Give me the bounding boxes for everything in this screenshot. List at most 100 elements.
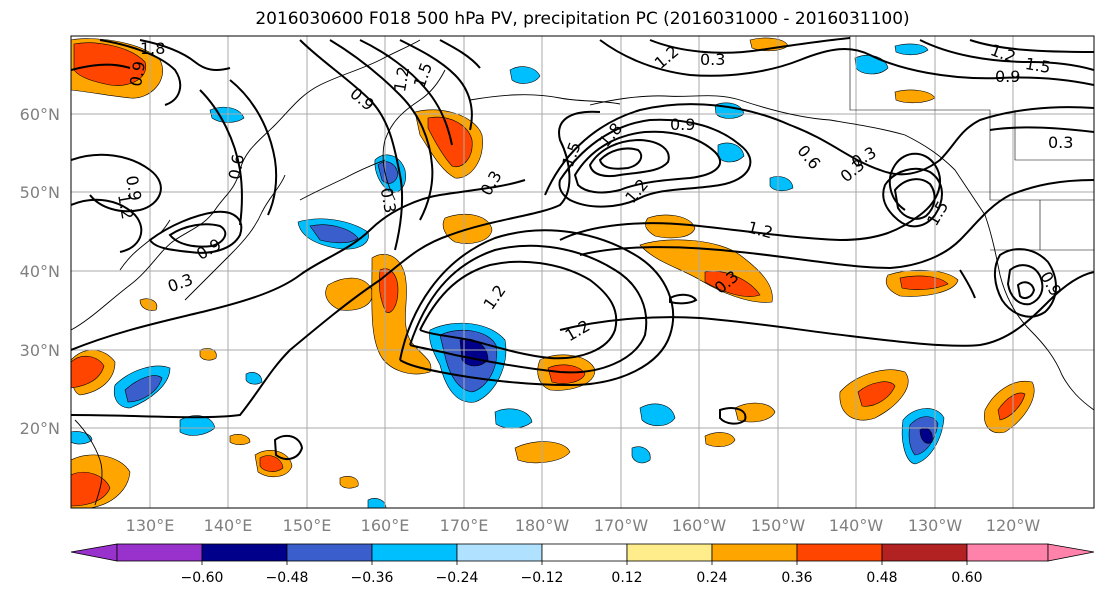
- precip-blob: [919, 428, 933, 444]
- precip-blob: [899, 275, 949, 290]
- pv-contour: [544, 103, 1094, 196]
- contour-label: 1.8: [140, 39, 165, 58]
- precip-blob: [367, 498, 387, 508]
- pv-contour: [573, 130, 722, 194]
- precip-blob: [124, 375, 163, 403]
- coastline-aleutians: [469, 94, 621, 105]
- precip-blob: [229, 434, 251, 445]
- contour-label: 0.3: [1048, 133, 1073, 152]
- colorbar-tick-label: −0.48: [266, 570, 309, 586]
- colorbar-ticks: [201, 561, 968, 565]
- precip-blob: [259, 455, 284, 472]
- contour-label: 1.2: [390, 65, 413, 93]
- pv-contour: [588, 138, 670, 178]
- colorbar-segment: [881, 543, 968, 562]
- precip-blob: [71, 355, 105, 389]
- pv-contours: [71, 37, 1094, 461]
- lon-label: 130°W: [908, 516, 963, 535]
- pv-contour: [399, 229, 675, 387]
- precip-blob: [717, 142, 745, 163]
- contour-label: 1.2: [114, 192, 137, 220]
- colorbar-segment: [456, 543, 543, 562]
- pv-contour: [994, 248, 1057, 318]
- pv-contour: [168, 223, 227, 248]
- pv-contour: [598, 147, 643, 170]
- lon-label: 180°W: [515, 516, 570, 535]
- pv-contour: [579, 179, 1094, 270]
- lon-label: 130°E: [126, 516, 175, 535]
- colorbar-segment: [201, 543, 288, 562]
- lat-label: 50°N: [20, 183, 60, 202]
- pv-contour: [649, 37, 851, 54]
- precip-blob: [494, 408, 533, 429]
- colorbar-tick-label: 0.12: [611, 570, 642, 586]
- colorbar-tick-label: 0.60: [951, 570, 982, 586]
- contour-label: 0.6: [225, 153, 248, 181]
- pv-contour: [71, 198, 143, 253]
- colorbar-segment: [70, 543, 118, 562]
- pv-contour: [959, 269, 976, 299]
- precip-blob: [325, 277, 373, 311]
- pv-contour: [329, 39, 434, 221]
- border-line: [849, 36, 1094, 201]
- pv-contour: [559, 271, 1094, 347]
- pv-contour: [439, 39, 481, 69]
- lon-label: 150°E: [283, 516, 332, 535]
- precip-blob: [71, 471, 111, 507]
- lon-label: 160°W: [672, 516, 727, 535]
- colorbar-segment: [116, 543, 203, 562]
- precip-blob: [339, 476, 359, 489]
- pv-contour: [71, 153, 162, 213]
- pv-contour: [719, 407, 747, 425]
- precip-blob: [199, 348, 217, 361]
- contour-label: 0.9: [670, 115, 695, 134]
- pv-contour: [893, 178, 936, 220]
- colorbar-segment: [711, 543, 798, 562]
- lon-label: 120°W: [986, 516, 1041, 535]
- precip-blob: [309, 224, 359, 244]
- colorbar-segment: [1047, 543, 1095, 562]
- precip-positive-shading: [71, 37, 1035, 508]
- lon-label: 150°W: [751, 516, 806, 535]
- precip-blob: [509, 66, 541, 84]
- lon-label: 170°W: [594, 516, 649, 535]
- colorbar-tick-label: 0.36: [781, 570, 812, 586]
- precip-blob: [631, 446, 651, 464]
- graticule: [71, 36, 1094, 508]
- precip-negative-shading: [71, 43, 945, 508]
- precip-blob: [547, 364, 586, 384]
- pv-contour: [969, 39, 1094, 53]
- coastline-kamchatka: [382, 69, 446, 201]
- lat-label: 40°N: [20, 262, 60, 281]
- pv-contour: [1006, 264, 1044, 306]
- colorbar-segment: [966, 543, 1049, 562]
- colorbar-tick-label: −0.36: [351, 570, 394, 586]
- colorbar-segment: [796, 543, 883, 562]
- lon-label: 140°W: [829, 516, 884, 535]
- pv-contour: [199, 89, 243, 226]
- pv-contour: [99, 39, 182, 106]
- lon-label: 160°E: [361, 516, 410, 535]
- precip-blob: [378, 268, 399, 313]
- precip-blob: [997, 392, 1026, 421]
- precip-blob: [704, 270, 761, 297]
- precip-blob: [139, 298, 158, 311]
- precip-blob: [769, 176, 794, 192]
- precip-blob: [245, 372, 263, 385]
- precip-blob: [704, 432, 736, 447]
- pv-contour: [669, 293, 698, 305]
- pv-contour: [419, 260, 618, 360]
- map-title: 2016030600 F018 500 hPa PV, precipitatio…: [255, 9, 910, 29]
- pv-contour: [559, 152, 941, 242]
- pv-contour: [558, 118, 752, 208]
- lat-label: 30°N: [20, 341, 60, 360]
- colorbar-tick-label: −0.12: [521, 570, 564, 586]
- colorbar: [70, 543, 1095, 562]
- pv-contour: [71, 179, 526, 351]
- colorbar-tick-label: −0.60: [181, 570, 224, 586]
- contour-label: 0.9: [122, 174, 145, 202]
- coastline-alaska: [589, 95, 986, 216]
- pv-contour: [229, 79, 278, 216]
- pv-contour: [299, 39, 404, 251]
